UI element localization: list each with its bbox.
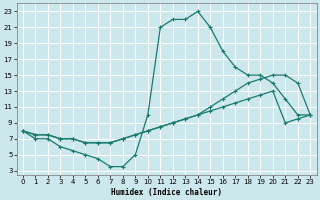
X-axis label: Humidex (Indice chaleur): Humidex (Indice chaleur) [111,188,222,197]
